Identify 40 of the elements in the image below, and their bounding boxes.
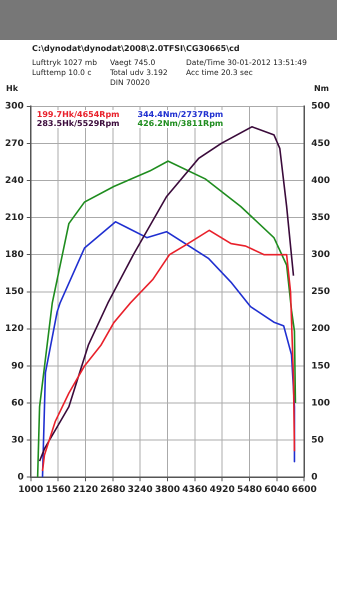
text: 283.5Hk/5529Rpm xyxy=(36,119,120,128)
y-tick-label: 240 xyxy=(4,176,24,186)
text: 344.4Nm/2737Rpm xyxy=(138,110,224,120)
y2-tick-label: 50 xyxy=(311,435,324,446)
x-tick-label: 2680 xyxy=(100,484,126,495)
y2-tick-label: 150 xyxy=(311,361,330,372)
y-tick-label: 0 xyxy=(18,472,24,483)
y2-tick-label: 100 xyxy=(311,398,330,408)
text: 426.2Nm/3811Rpm xyxy=(138,119,224,128)
y-tick-label: 180 xyxy=(4,250,24,260)
y2-tick-label: 300 xyxy=(311,250,330,260)
y2-tick-label: 400 xyxy=(311,176,330,186)
x-tick-label: 5480 xyxy=(236,484,262,495)
x-tick-label: 4920 xyxy=(210,484,235,495)
x-tick-label: 1000 xyxy=(18,484,44,495)
y-tick-label: 30 xyxy=(11,435,24,446)
x-tick-label: 4360 xyxy=(182,484,208,495)
y-tick-label: 150 xyxy=(4,287,24,298)
y2-axis-title: Nm xyxy=(314,84,329,93)
x-tick-label: 1560 xyxy=(46,484,71,495)
x-tick-label: 2120 xyxy=(72,484,98,495)
y-tick-label: 300 xyxy=(4,102,24,112)
y-axis-title: Hk xyxy=(6,84,18,93)
y2-tick-label: 350 xyxy=(311,212,330,223)
y-tick-label: 90 xyxy=(11,361,24,372)
y-tick-label: 270 xyxy=(4,138,24,149)
y-tick-label: 60 xyxy=(11,398,24,408)
y2-tick-label: 450 xyxy=(311,138,330,149)
y2-tick-label: 0 xyxy=(311,472,318,483)
x-tick-label: 3240 xyxy=(128,484,153,495)
text: 199.7Hk/4654Rpm xyxy=(36,110,120,120)
y2-tick-label: 250 xyxy=(311,287,330,298)
y-tick-label: 210 xyxy=(4,212,24,223)
y2-tick-label: 200 xyxy=(311,324,330,334)
x-tick-label: 6040 xyxy=(264,484,290,495)
x-tick-label: 6600 xyxy=(292,484,317,495)
x-tick-label: 3800 xyxy=(154,484,180,495)
y-tick-label: 120 xyxy=(4,324,24,334)
chart-title: C:\dynodat\dynodat\2008\2.0TFSI\CG30665\cd xyxy=(32,44,240,53)
y2-tick-label: 500 xyxy=(311,102,330,112)
